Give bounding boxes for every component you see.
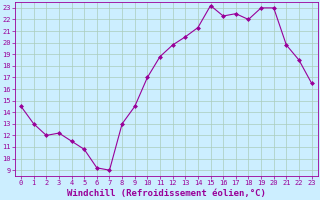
X-axis label: Windchill (Refroidissement éolien,°C): Windchill (Refroidissement éolien,°C) [67,189,266,198]
